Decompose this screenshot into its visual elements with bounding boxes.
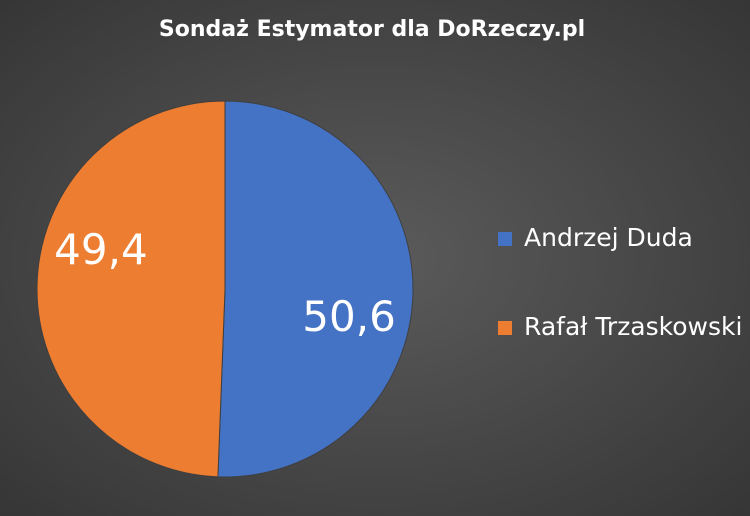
data-label: 50,6 xyxy=(302,292,396,341)
legend-swatch xyxy=(498,321,512,335)
legend-swatch xyxy=(498,232,512,246)
data-label: 49,4 xyxy=(54,225,148,274)
pie-slice xyxy=(217,100,414,478)
pie-slice xyxy=(36,100,226,478)
chart-title: Sondaż Estymator dla DoRzeczy.pl xyxy=(159,17,585,42)
legend-label: Rafał Trzaskowski xyxy=(524,312,742,341)
legend-label: Andrzej Duda xyxy=(524,223,693,252)
